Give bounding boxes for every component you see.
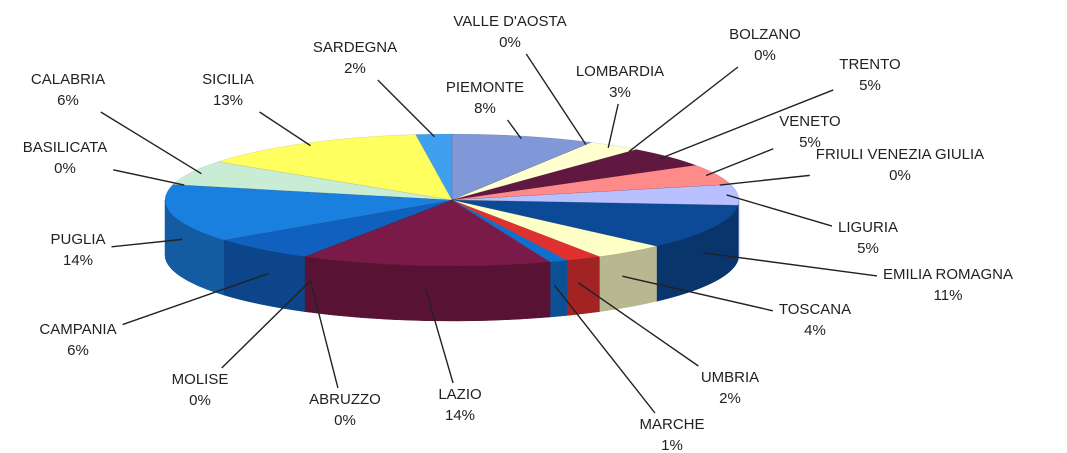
pie-sides — [164, 199, 740, 322]
slice-label: BOLZANO — [729, 26, 801, 43]
slice — [451, 149, 696, 201]
slice-side — [599, 245, 657, 312]
leader-line — [577, 282, 699, 367]
slice-label: TRENTO — [839, 56, 900, 73]
leader-line — [702, 252, 878, 277]
slice-value-label: 0% — [754, 47, 776, 64]
slice-value-label: 2% — [344, 60, 366, 77]
slice-value-label: 5% — [799, 134, 821, 151]
slice — [451, 142, 637, 201]
slice — [304, 199, 551, 267]
slice-value-label: 6% — [67, 342, 89, 359]
slice — [451, 199, 657, 257]
slice-label: TOSCANA — [779, 301, 851, 318]
slice — [451, 142, 592, 201]
slice — [164, 184, 453, 241]
slice-label: LAZIO — [438, 386, 481, 403]
slice-label: BASILICATA — [23, 139, 107, 156]
slice-value-label: 14% — [63, 252, 93, 269]
slice-value-label: 2% — [719, 390, 741, 407]
slice-label: PIEMONTE — [446, 79, 524, 96]
slice — [451, 199, 739, 247]
slice-value-label: 11% — [934, 287, 963, 304]
slice-label: VENETO — [779, 113, 840, 130]
leader-line — [726, 194, 833, 227]
slice-label: FRIULI VENEZIA GIULIA — [816, 146, 984, 163]
slice-label: LOMBARDIA — [576, 63, 664, 80]
leader-line — [221, 280, 311, 369]
slice — [223, 199, 453, 257]
slice-value-label: 4% — [804, 322, 826, 339]
slice — [218, 134, 453, 201]
slice — [451, 133, 593, 201]
slice-label: MARCHE — [639, 416, 704, 433]
slice — [451, 199, 600, 261]
slice-value-label: 1% — [661, 437, 683, 453]
slice — [451, 199, 568, 263]
slice — [451, 149, 637, 201]
leader-line — [122, 272, 269, 326]
pie-tops — [164, 133, 740, 267]
slice-value-label: 0% — [889, 167, 911, 184]
leader-line — [705, 148, 774, 177]
slice-value-label: 5% — [857, 240, 879, 257]
leader-line — [100, 111, 202, 175]
leader-line — [111, 238, 183, 248]
slice — [304, 199, 453, 257]
leader-line — [628, 66, 739, 153]
slice-value-label: 6% — [57, 92, 79, 109]
slice-label: CAMPANIA — [39, 321, 116, 338]
slice-value-label: 14% — [445, 407, 475, 424]
slice-label: MOLISE — [172, 371, 229, 388]
slice-label: CALABRIA — [31, 71, 105, 88]
slice-side — [304, 256, 551, 322]
leader-line — [553, 284, 656, 414]
leader-line — [719, 174, 810, 186]
leader-line — [113, 169, 185, 186]
slice-value-label: 3% — [609, 84, 631, 101]
slice-value-label: 0% — [334, 412, 356, 429]
slice-value-label: 13% — [213, 92, 243, 109]
leader-line — [506, 119, 522, 140]
leader-line — [622, 275, 774, 312]
slice-label: UMBRIA — [701, 369, 759, 386]
leader-line — [525, 53, 587, 146]
slice-value-label: 8% — [474, 100, 496, 117]
leader-line — [309, 280, 339, 389]
slice-value-label: 0% — [54, 160, 76, 177]
leader-line — [659, 89, 834, 160]
slice-label: EMILIA ROMAGNA — [883, 266, 1013, 283]
slice-value-label: 5% — [859, 77, 881, 94]
slice-label: SARDEGNA — [313, 39, 397, 56]
slice-side — [549, 260, 568, 318]
slice-label: ABRUZZO — [309, 391, 381, 408]
leader-line — [425, 289, 454, 384]
leader-line — [377, 79, 436, 138]
slice-value-label: 0% — [189, 392, 211, 409]
slice-label: SICILIA — [202, 71, 254, 88]
slice — [415, 133, 453, 201]
slice-value-label: 0% — [499, 34, 521, 51]
slice-label: PUGLIA — [50, 231, 105, 248]
slice — [172, 161, 453, 201]
slice-label: VALLE D'AOSTA — [453, 13, 566, 30]
slice — [304, 199, 453, 257]
leader-line — [259, 111, 311, 147]
leader-line — [607, 103, 619, 148]
slice-label: LIGURIA — [838, 219, 898, 236]
